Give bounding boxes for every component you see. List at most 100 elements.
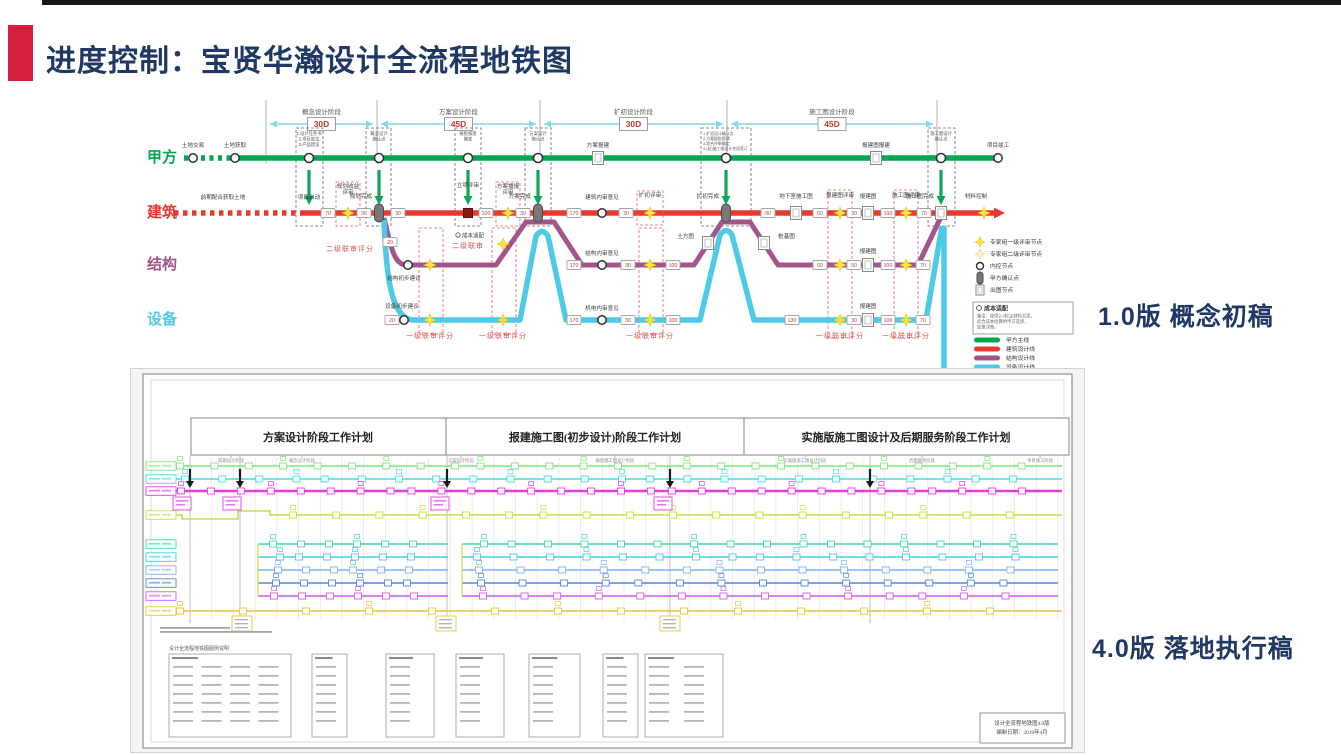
svg-text:项目启动: 项目启动 xyxy=(298,193,321,201)
svg-text:设计全流程地铁图4.0版: 设计全流程地铁图4.0版 xyxy=(994,719,1050,727)
svg-text:建筑内审意见: 建筑内审意见 xyxy=(585,193,619,201)
svg-text:材料控制: 材料控制 xyxy=(965,192,988,200)
svg-text:土地获取: 土地获取 xyxy=(224,141,247,149)
svg-text:1.扩初设计确认点: 1.扩初设计确认点 xyxy=(703,131,734,136)
svg-text:100: 100 xyxy=(482,211,491,217)
svg-text:甲方: 甲方 xyxy=(147,148,177,166)
svg-text:项目施工阶段: 项目施工阶段 xyxy=(1027,457,1053,464)
svg-text:一级联审评分: 一级联审评分 xyxy=(816,331,864,340)
svg-text:确认点: 确认点 xyxy=(935,136,949,143)
svg-text:报建图: 报建图 xyxy=(860,247,877,255)
svg-text:30: 30 xyxy=(520,211,526,217)
svg-text:扩初设计阶段: 扩初设计阶段 xyxy=(614,107,654,116)
svg-text:一级联审评分: 一级联审评分 xyxy=(882,331,930,340)
svg-text:70: 70 xyxy=(921,211,927,217)
svg-text:扩初评审: 扩初评审 xyxy=(639,191,662,199)
svg-text:结构内审意见: 结构内审意见 xyxy=(585,249,619,257)
svg-text:成本适配: 成本适配 xyxy=(462,232,485,240)
svg-text:二级联审评分: 二级联审评分 xyxy=(326,244,374,253)
svg-text:50: 50 xyxy=(817,211,823,217)
svg-text:3.产品建议: 3.产品建议 xyxy=(299,141,320,148)
svg-text:报建图报建: 报建图报建 xyxy=(862,141,890,149)
svg-text:1.设计任务书: 1.设计任务书 xyxy=(296,130,322,137)
svg-text:专家组二级评审节点: 专家组二级评审节点 xyxy=(990,250,1042,258)
svg-text:确认点: 确认点 xyxy=(532,136,546,143)
svg-text:70: 70 xyxy=(920,318,926,324)
svg-text:3.综合评审确定: 3.综合评审确定 xyxy=(703,141,730,146)
svg-text:2.项目定位: 2.项目定位 xyxy=(299,136,320,143)
svg-text:30D: 30D xyxy=(314,119,330,129)
svg-text:设备: 设备 xyxy=(147,310,178,328)
svg-text:结合成本估算供甲方选择，: 结合成本估算供甲方选择， xyxy=(977,318,1029,325)
svg-text:4.(初)施工图设计合同签订: 4.(初)施工图设计合同签订 xyxy=(703,146,748,151)
svg-text:45D: 45D xyxy=(824,119,840,129)
svg-text:60: 60 xyxy=(817,263,823,269)
svg-text:报建图评审: 报建图评审 xyxy=(826,191,854,199)
svg-text:后期服务阶段: 后期服务阶段 xyxy=(909,457,935,464)
svg-text:2.方案报批报建: 2.方案报批报建 xyxy=(703,136,730,141)
svg-text:建筑设计线: 建筑设计线 xyxy=(1006,345,1035,353)
svg-text:施工图设计阶段: 施工图设计阶段 xyxy=(809,107,855,116)
svg-text:一级联审评分: 一级联审评分 xyxy=(479,331,527,340)
svg-text:方案播报: 方案播报 xyxy=(497,182,520,190)
cad-plan-panel: 方案设计阶段工作计划 报建施工图(初步设计)阶段工作计划 实施版施工图设计及后期服务… xyxy=(130,368,1085,753)
svg-text:20: 20 xyxy=(389,318,395,324)
svg-text:实施版施工图设计阶段: 实施版施工图设计阶段 xyxy=(784,457,828,464)
svg-text:土方图: 土方图 xyxy=(677,232,694,240)
svg-text:100: 100 xyxy=(884,263,893,269)
svg-text:方案设计阶段工作计划: 方案设计阶段工作计划 xyxy=(263,430,373,444)
svg-text:设备设计线: 设备设计线 xyxy=(1006,363,1035,371)
svg-text:30: 30 xyxy=(623,211,629,217)
title-accent-square xyxy=(8,25,33,81)
svg-text:30: 30 xyxy=(851,318,857,324)
svg-text:设备初步建议: 设备初步建议 xyxy=(385,302,419,310)
svg-text:方案设计阶段: 方案设计阶段 xyxy=(439,107,479,116)
svg-text:45D: 45D xyxy=(451,119,467,129)
svg-text:二级联审: 二级联审 xyxy=(452,241,484,250)
svg-text:报批报建: 报批报建 xyxy=(459,130,477,137)
svg-text:方案设计阶段: 方案设计阶段 xyxy=(448,457,474,464)
svg-text:项目竣工: 项目竣工 xyxy=(987,141,1010,149)
svg-text:评审: 评审 xyxy=(502,188,514,196)
svg-text:一级联审评分: 一级联审评分 xyxy=(626,331,674,340)
svg-text:100: 100 xyxy=(884,318,893,324)
svg-text:结构: 结构 xyxy=(147,255,177,273)
svg-text:建筑: 建筑 xyxy=(147,203,177,221)
svg-text:30: 30 xyxy=(625,263,631,269)
svg-text:地下室施工图: 地下室施工图 xyxy=(779,192,813,200)
svg-text:机电内审意见: 机电内审意见 xyxy=(585,304,619,312)
svg-text:170: 170 xyxy=(570,263,579,269)
svg-text:甲方确认点: 甲方确认点 xyxy=(990,274,1019,282)
svg-text:方案设计: 方案设计 xyxy=(529,130,547,137)
svg-text:报建图: 报建图 xyxy=(860,302,877,310)
svg-text:出图节点: 出图节点 xyxy=(990,286,1013,294)
svg-text:70: 70 xyxy=(920,263,926,269)
svg-text:报建图: 报建图 xyxy=(860,192,877,200)
svg-text:规划完成: 规划完成 xyxy=(350,192,373,200)
svg-text:扩初完成: 扩初完成 xyxy=(697,192,720,200)
svg-text:加速决策。: 加速决策。 xyxy=(977,324,998,331)
svg-text:概念设计阶段: 概念设计阶段 xyxy=(302,107,342,116)
page-title: 进度控制：宝贤华瀚设计全流程地铁图 xyxy=(46,45,573,78)
svg-text:170: 170 xyxy=(570,211,579,217)
svg-text:方案报建: 方案报建 xyxy=(587,141,610,149)
cad-gantt-diagram: 方案设计阶段工作计划 报建施工图(初步设计)阶段工作计划 实施版施工图设计及后期服务… xyxy=(130,368,1085,753)
svg-text:规划收益: 规划收益 xyxy=(337,182,360,190)
version-1-label: 1.0版 概念初稿 xyxy=(1098,303,1274,331)
top-border-bar xyxy=(42,0,1341,5)
svg-text:30: 30 xyxy=(395,211,401,217)
svg-text:桩基图: 桩基图 xyxy=(778,232,795,240)
svg-text:30: 30 xyxy=(361,211,367,217)
version-4-label: 4.0版 落地执行稿 xyxy=(1092,635,1294,663)
svg-text:备注：提供2-3轮主材料方案，: 备注：提供2-3轮主材料方案， xyxy=(977,313,1035,320)
svg-text:20: 20 xyxy=(387,240,393,246)
svg-text:30: 30 xyxy=(625,318,631,324)
svg-text:30D: 30D xyxy=(626,119,642,129)
svg-text:施工图评审: 施工图评审 xyxy=(892,191,920,199)
svg-text:报建施工图(初步设计)阶段工作计划: 报建施工图(初步设计)阶段工作计划 xyxy=(509,430,681,444)
svg-text:概念设计阶段: 概念设计阶段 xyxy=(289,457,315,464)
svg-text:前期设计阶段: 前期设计阶段 xyxy=(218,457,244,464)
svg-text:施工图完成: 施工图完成 xyxy=(906,192,934,200)
svg-text:170: 170 xyxy=(570,318,579,324)
